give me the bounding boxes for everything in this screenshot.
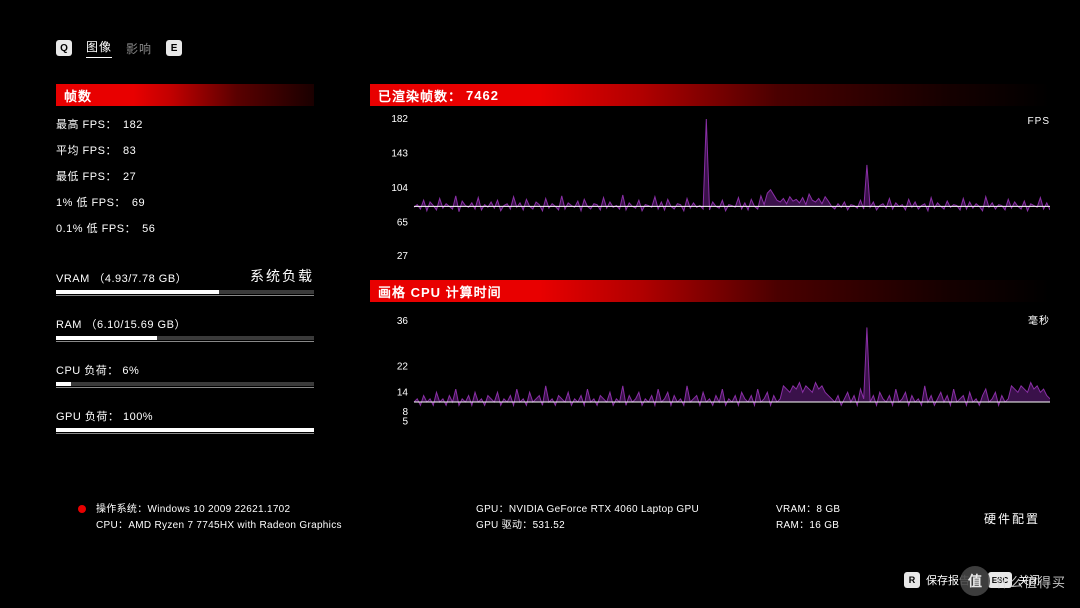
load-detail: （6.10/15.69 GB） xyxy=(86,319,186,331)
cpu-label: CPU： xyxy=(96,520,128,531)
chart-unit: 毫秒 xyxy=(1028,312,1050,327)
vram-label: VRAM： xyxy=(776,504,816,515)
load-row: VRAM （4.93/7.78 GB） 系统负载 xyxy=(56,266,314,294)
fps-stats: 最高 FPS： 182 平均 FPS： 83 最低 FPS： 27 1% 低 FPS： 69 0… xyxy=(56,116,314,236)
drv-value: 531.52 xyxy=(533,520,565,531)
frames-value: 7462 xyxy=(466,88,499,103)
load-bar xyxy=(56,382,314,386)
fps-stat: 平均 FPS： 83 xyxy=(56,142,314,158)
stat-label: 最低 FPS： xyxy=(56,171,117,183)
gpu-label: GPU： xyxy=(476,504,509,515)
fps-stat: 1% 低 FPS： 69 xyxy=(56,194,314,210)
frames-label: 已渲染帧数： xyxy=(378,86,462,105)
svg-text:104: 104 xyxy=(391,183,408,194)
load-label: CPU 负荷： 6% xyxy=(56,362,139,378)
load-title: 系统负载 xyxy=(250,266,314,286)
stat-label: 1% 低 FPS： xyxy=(56,197,126,209)
svg-text:5: 5 xyxy=(402,417,408,428)
load-bar xyxy=(56,428,314,432)
svg-text:182: 182 xyxy=(391,114,408,125)
stat-value: 182 xyxy=(123,119,143,131)
fps-stat: 0.1% 低 FPS： 56 xyxy=(56,220,314,236)
right-panel: 已渲染帧数： 7462 FPS 182 143 104 65 27 画格 CPU 计算时… xyxy=(370,84,1050,446)
load-label: GPU 负荷： 100% xyxy=(56,408,153,424)
load-bar xyxy=(56,336,314,340)
cpu-value: AMD Ryzen 7 7745HX with Radeon Graphics xyxy=(128,520,341,531)
chart-svg: 36221485 xyxy=(370,308,1050,428)
os-label: 操作系统： xyxy=(96,504,148,515)
cpu-header: 画格 CPU 计算时间 xyxy=(370,280,1050,302)
svg-text:143: 143 xyxy=(391,148,408,159)
load-detail: （4.93/7.78 GB） xyxy=(93,273,187,285)
watermark: 值 什么值得买 xyxy=(960,566,1066,596)
stat-label: 0.1% 低 FPS： xyxy=(56,223,136,235)
ram-value: 16 GB xyxy=(809,520,839,531)
os-value: Windows 10 2009 22621.1702 xyxy=(148,504,291,515)
vram-value: 8 GB xyxy=(816,504,840,515)
ram-label: RAM： xyxy=(776,520,809,531)
fps-stat: 最高 FPS： 182 xyxy=(56,116,314,132)
chart-cpu: 毫秒 36221485 xyxy=(370,308,1050,428)
frames-header: 已渲染帧数： 7462 xyxy=(370,84,1050,106)
system-info: 操作系统：Windows 10 2009 22621.1702 CPU：AMD … xyxy=(78,502,1040,534)
gpu-value: NVIDIA GeForce RTX 4060 Laptop GPU xyxy=(509,504,699,515)
stat-value: 69 xyxy=(132,197,145,209)
stat-value: 27 xyxy=(123,171,136,183)
key-q: Q xyxy=(56,40,72,56)
watermark-icon: 值 xyxy=(960,566,990,596)
left-panel: 帧数 最高 FPS： 182 平均 FPS： 83 最低 FPS： 27 1% 低 FPS：… xyxy=(56,84,314,454)
key-r: R xyxy=(904,572,920,588)
svg-text:14: 14 xyxy=(397,387,409,398)
watermark-text: 什么值得买 xyxy=(996,572,1066,591)
fps-header: 帧数 xyxy=(56,84,314,106)
tab-effect[interactable]: 影响 xyxy=(126,40,152,57)
chart-unit: FPS xyxy=(1028,116,1050,127)
load-label: VRAM （4.93/7.78 GB） xyxy=(56,270,187,286)
svg-text:22: 22 xyxy=(397,361,409,372)
top-nav: Q 图像 影响 E xyxy=(56,38,182,58)
stat-value: 56 xyxy=(142,223,155,235)
svg-text:27: 27 xyxy=(397,251,409,262)
load-row: GPU 负荷： 100% xyxy=(56,408,314,432)
record-dot-icon xyxy=(78,505,86,513)
load-bar xyxy=(56,290,314,294)
load-row: CPU 负荷： 6% xyxy=(56,362,314,386)
stat-value: 83 xyxy=(123,145,136,157)
hw-config-label[interactable]: 硬件配置 xyxy=(984,510,1040,527)
svg-text:65: 65 xyxy=(397,217,409,228)
svg-text:36: 36 xyxy=(397,316,409,327)
stat-label: 平均 FPS： xyxy=(56,145,117,157)
load-detail: 100% xyxy=(123,411,153,423)
load-row: RAM （6.10/15.69 GB） xyxy=(56,316,314,340)
chart-svg: 182 143 104 65 27 xyxy=(370,112,1050,262)
drv-label: GPU 驱动： xyxy=(476,520,533,531)
key-e: E xyxy=(166,40,182,56)
load-label: RAM （6.10/15.69 GB） xyxy=(56,316,186,332)
stat-label: 最高 FPS： xyxy=(56,119,117,131)
load-detail: 6% xyxy=(122,365,139,377)
fps-stat: 最低 FPS： 27 xyxy=(56,168,314,184)
load-group: VRAM （4.93/7.78 GB） 系统负载 RAM （6.10/15.69 G… xyxy=(56,266,314,432)
tab-image[interactable]: 图像 xyxy=(86,38,112,58)
chart-fps: FPS 182 143 104 65 27 xyxy=(370,112,1050,262)
